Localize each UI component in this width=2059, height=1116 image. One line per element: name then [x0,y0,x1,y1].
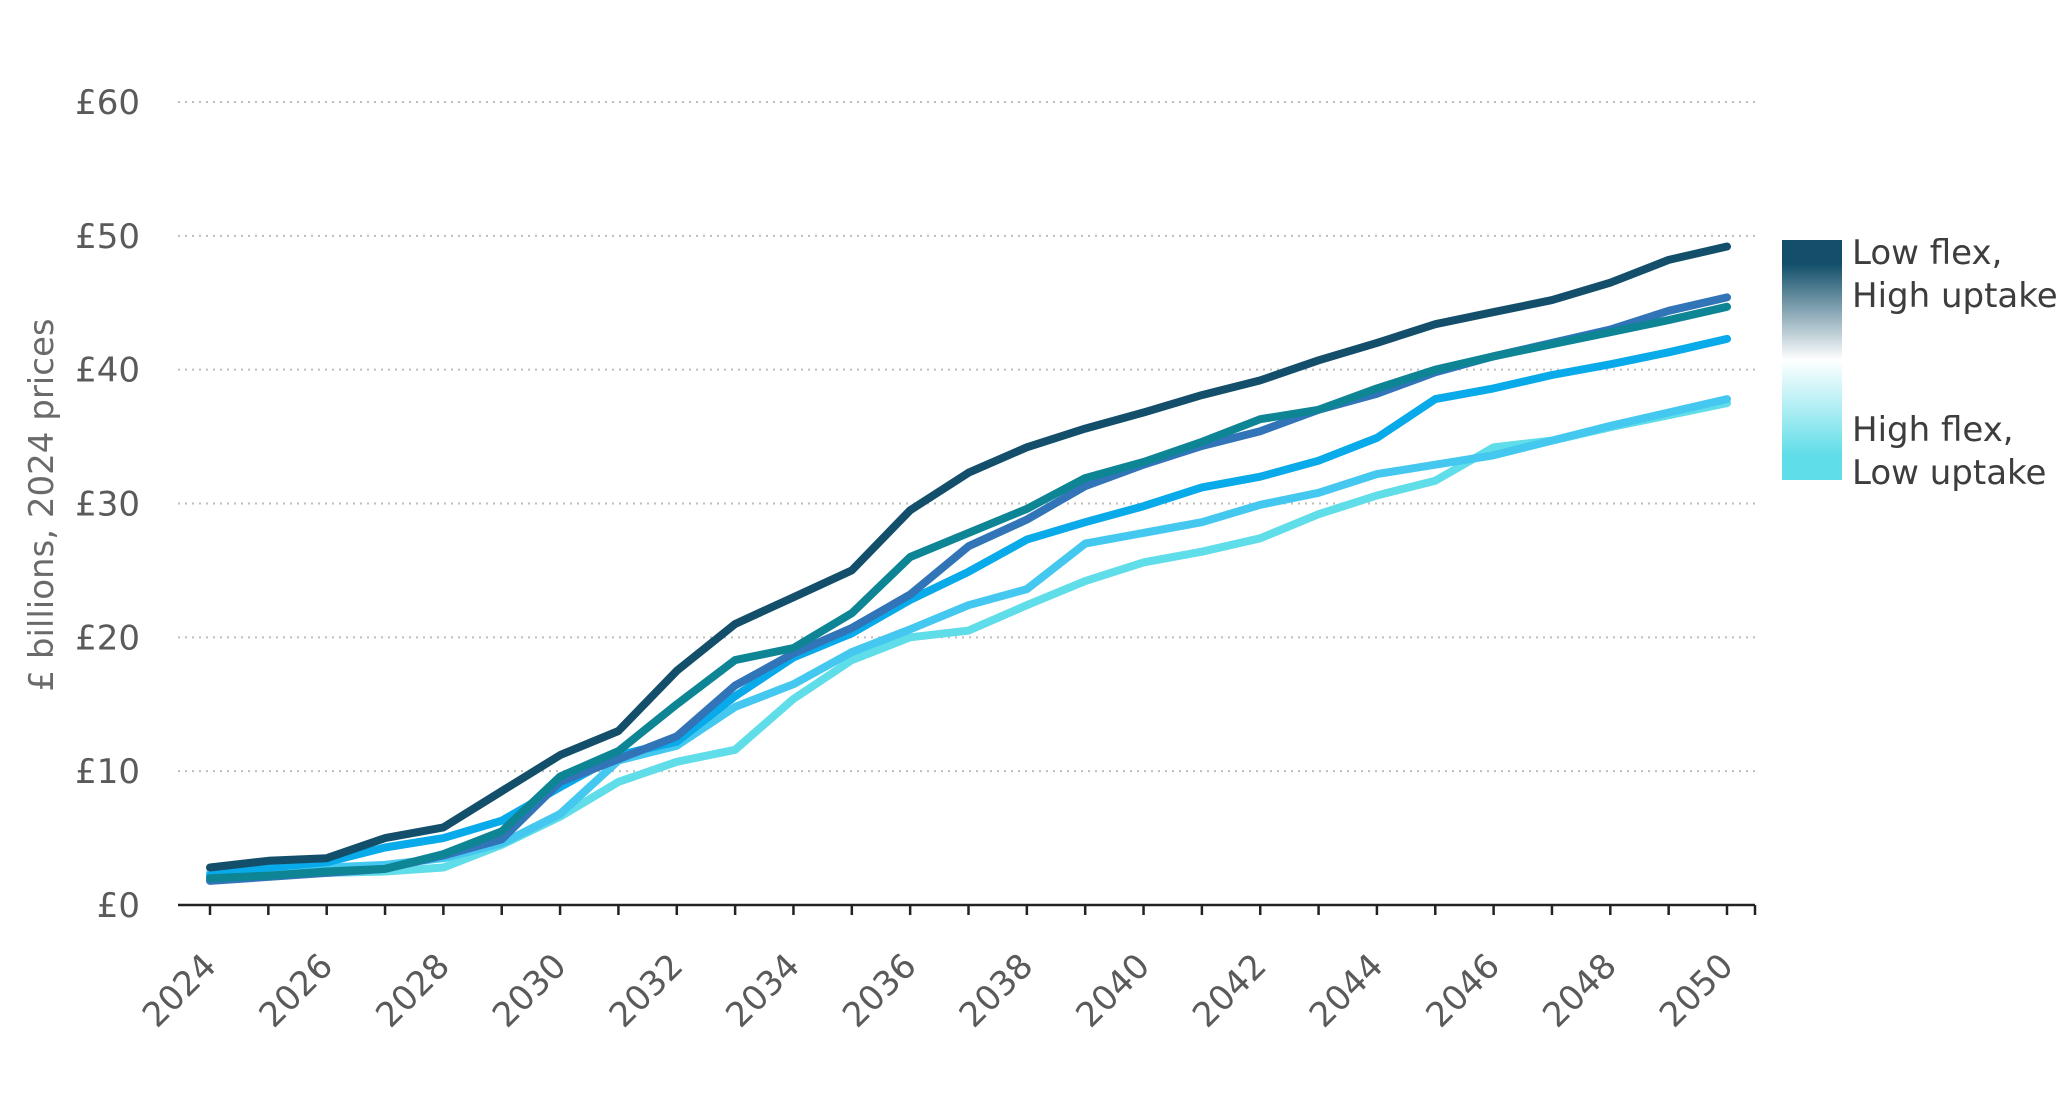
x-tick-label: 2024 [135,946,224,1035]
x-tick-label: 2030 [485,946,574,1035]
y-axis-title: £ billions, 2024 prices [22,318,62,691]
legend: Low flex, High uptake High flex, Low upt… [1782,233,2058,493]
y-tick-label: £30 [75,485,140,525]
y-tick-label: £50 [75,217,140,257]
y-axis-ticks: £0 £10 £20 £30 £40 £50 £60 [75,83,140,926]
gridlines [178,101,1755,773]
legend-bottom-label-line1: High flex, [1852,410,2014,450]
x-tick-label: 2044 [1302,946,1391,1035]
legend-top-label-line2: High uptake [1852,276,2058,316]
x-tick-label: 2050 [1652,946,1741,1035]
x-tick-label: 2040 [1068,946,1157,1035]
series-line-4 [206,334,1731,880]
legend-gradient-bar [1782,240,1842,480]
y-tick-label: £0 [97,886,140,926]
x-tick-label: 2042 [1185,946,1274,1035]
x-tick-label: 2026 [252,946,341,1035]
x-tick-label: 2048 [1535,946,1624,1035]
x-axis-ticks: 2024 2026 2028 2030 2032 2034 2036 2038 2040 2042… [135,905,1741,1036]
series-line-1 [206,242,1731,872]
x-tick-label: 2032 [602,946,691,1035]
y-tick-label: £40 [75,351,140,391]
legend-bottom-label-line2: Low uptake [1852,453,2046,493]
x-tick-label: 2038 [952,946,1041,1035]
series-lines [206,242,1731,885]
x-tick-label: 2046 [1419,946,1508,1035]
y-tick-label: £20 [75,618,140,658]
x-tick-label: 2036 [835,946,924,1035]
y-tick-label: £10 [75,752,140,792]
x-tick-label: 2028 [368,946,457,1035]
legend-top-label-line1: Low flex, [1852,233,2002,273]
series-line-2 [206,302,1731,883]
y-tick-label: £60 [75,83,140,123]
x-tick-label: 2034 [718,946,807,1035]
axes [178,903,1757,915]
